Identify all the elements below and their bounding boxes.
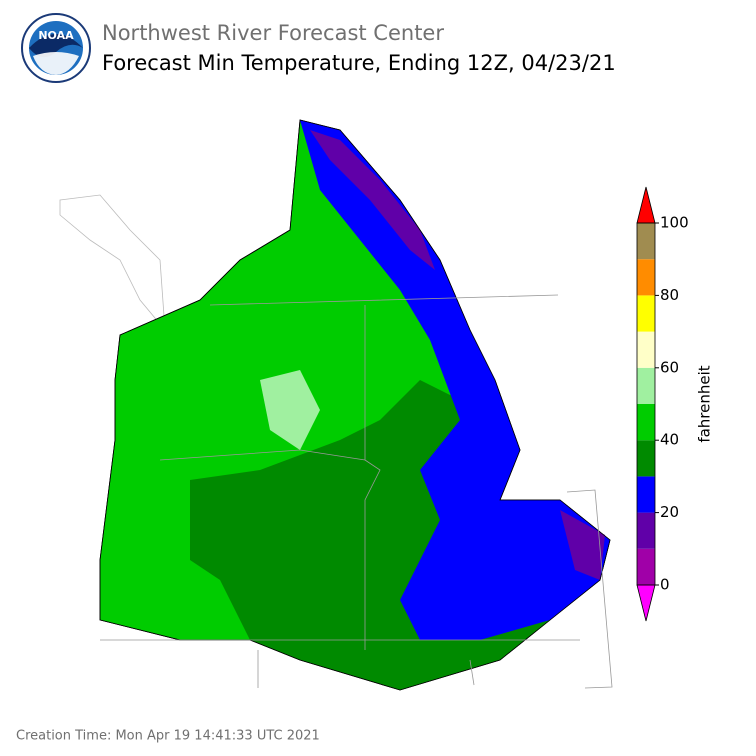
colorbar-segment	[637, 404, 655, 441]
colorbar-segment	[637, 367, 655, 404]
logo-text: NOAA	[38, 29, 74, 42]
colorbar-tick-label: 40	[660, 431, 679, 449]
colorbar-tick-label: 20	[660, 503, 679, 521]
colorbar-tick-label: 100	[660, 214, 689, 232]
colorbar-tick-label: 80	[660, 286, 679, 304]
title: Northwest River Forecast Center	[102, 21, 444, 45]
colorbar-segment	[637, 440, 655, 477]
creation-time: Creation Time: Mon Apr 19 14:41:33 UTC 2…	[16, 729, 320, 744]
colorbar-segment	[637, 295, 655, 332]
colorbar-segment	[637, 548, 655, 585]
colorbar-tick-label: 0	[660, 576, 670, 594]
colorbar-label: fahrenheit	[696, 365, 714, 442]
colorbar: fahrenheit	[696, 365, 714, 442]
map	[59, 119, 613, 691]
colorbar-segment	[637, 331, 655, 368]
colorbar-segment	[637, 223, 655, 260]
subtitle: Forecast Min Temperature, Ending 12Z, 04…	[102, 51, 616, 75]
noaa-logo: NOAA	[21, 13, 91, 83]
colorbar-segment	[637, 512, 655, 549]
colorbar-tick-label: 60	[660, 358, 679, 376]
colorbar-frame	[636, 222, 656, 586]
colorbar-under	[636, 584, 656, 622]
colorbar-segment	[637, 259, 655, 296]
colorbar-segment	[637, 476, 655, 513]
colorbar-over	[636, 186, 656, 224]
